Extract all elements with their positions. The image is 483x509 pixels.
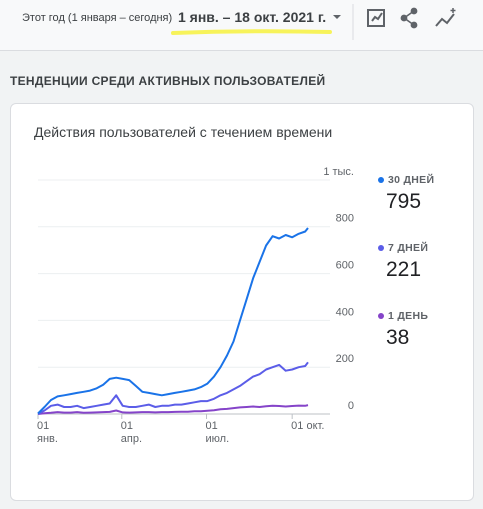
period-label: Этот год (1 января – сегодня) [22, 12, 173, 24]
header-decor [171, 4, 456, 40]
legend-value: 795 [386, 190, 422, 213]
y-tick-label: 1 тыс. [323, 166, 354, 178]
legend-value: 38 [386, 326, 410, 349]
y-tick-label: 600 [336, 260, 354, 272]
legend-value: 221 [386, 258, 422, 281]
section-title: ТЕНДЕНЦИИ СРЕДИ АКТИВНЫХ ПОЛЬЗОВАТЕЛЕЙ [10, 74, 326, 88]
x-tick-label: 01 июл. [205, 420, 230, 445]
y-tick-label: 800 [336, 213, 354, 225]
highlight [171, 29, 332, 35]
edit-icon[interactable] [367, 9, 385, 27]
header-bar [0, 0, 483, 51]
chart-title: Действия пользователей с течением времен… [34, 124, 333, 140]
legend-dot [378, 245, 384, 251]
share-icon[interactable] [400, 7, 418, 29]
series-line [37, 404, 309, 415]
legend-dot [378, 177, 384, 183]
y-tick-label: 200 [336, 353, 354, 365]
x-tick-label: 01 апр. [120, 420, 143, 445]
legend-dot [378, 313, 384, 319]
dropdown-arrow[interactable] [333, 15, 341, 19]
legend-name: 30 ДНЕЙ [388, 174, 435, 186]
series-line [37, 361, 309, 415]
legend-name: 1 ДЕНЬ [388, 310, 429, 322]
x-tick-label: 01 окт. [291, 420, 325, 432]
series-line [37, 227, 309, 415]
card [10, 103, 474, 501]
y-tick-label: 0 [348, 400, 354, 412]
insights-icon[interactable] [435, 8, 456, 27]
x-tick-label: 01 янв. [37, 420, 58, 445]
y-tick-label: 400 [336, 306, 354, 318]
date-range-picker[interactable]: 1 янв. – 18 окт. 2021 г. [178, 9, 327, 25]
legend-name: 7 ДНЕЙ [388, 242, 429, 254]
